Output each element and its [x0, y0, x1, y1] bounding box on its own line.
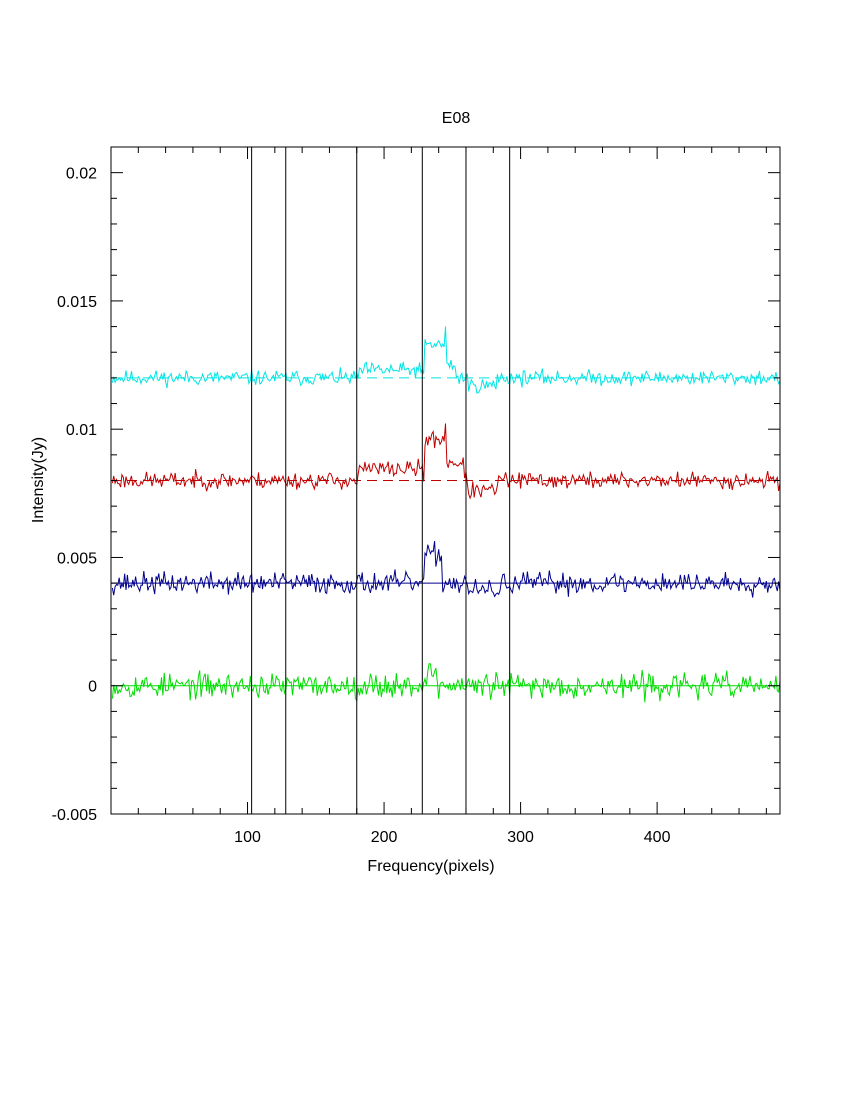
- vertical-lines-layer: [251, 147, 511, 814]
- y-tick-label: -0.005: [52, 807, 97, 824]
- x-tick-label: 300: [507, 829, 534, 846]
- spectrum-series-line: [111, 423, 781, 500]
- series-layer: [111, 326, 781, 703]
- x-tick-label: 200: [371, 829, 398, 846]
- x-tick-label: 100: [234, 829, 261, 846]
- y-axis-label: Intensity(Jy): [30, 437, 47, 523]
- x-axis-label: Frequency(pixels): [367, 858, 494, 875]
- x-tick-labels: 100 200 300 400: [234, 829, 670, 846]
- ticks-layer: [111, 147, 780, 815]
- x-tick-label: 400: [644, 829, 671, 846]
- y-tick-label: 0.015: [57, 294, 97, 311]
- spectrum-series-line: [111, 326, 781, 394]
- y-tick-label: 0.005: [57, 550, 97, 567]
- chart-title: E08: [442, 110, 471, 127]
- y-tick-labels: -0.005 0 0.005 0.01 0.015 0.02: [52, 166, 97, 824]
- y-tick-label: 0.01: [66, 422, 97, 439]
- y-tick-label: 0.02: [66, 166, 97, 183]
- y-tick-label: 0: [88, 679, 97, 696]
